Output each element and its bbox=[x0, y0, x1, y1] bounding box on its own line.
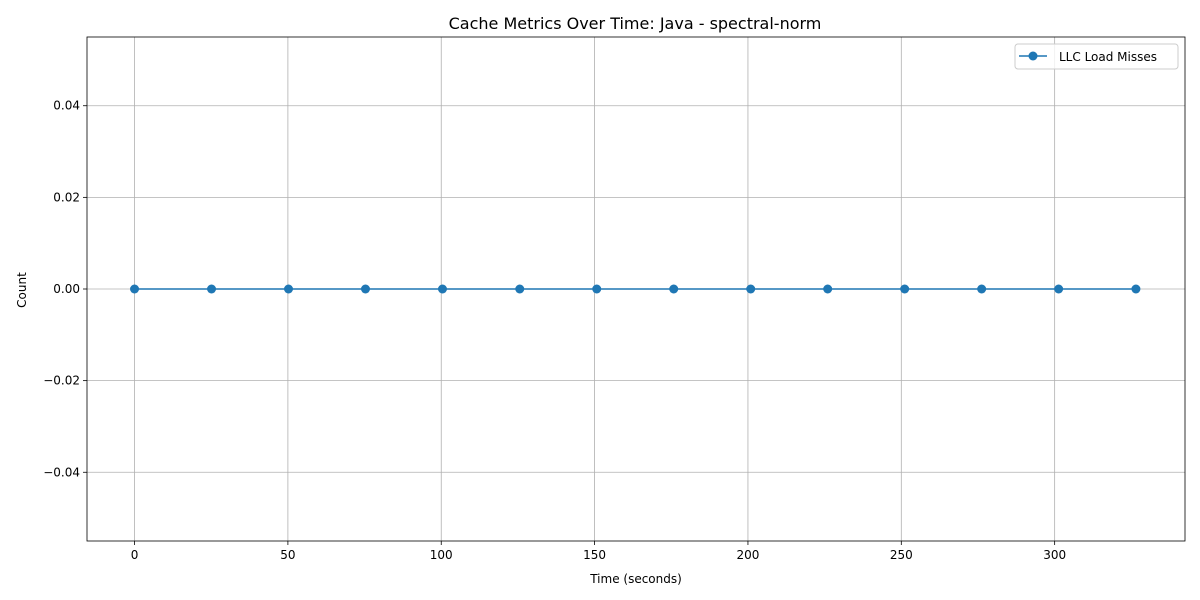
data-point bbox=[360, 284, 370, 294]
y-axis-ticks: −0.04 −0.02 0.00 0.02 0.04 bbox=[43, 99, 87, 479]
legend: LLC Load Misses bbox=[1014, 43, 1179, 70]
data-point bbox=[669, 284, 679, 294]
data-point bbox=[515, 284, 525, 294]
data-point bbox=[592, 284, 602, 294]
data-point bbox=[1131, 284, 1141, 294]
x-tick-label: 150 bbox=[583, 548, 606, 562]
y-tick-label: 0.02 bbox=[53, 190, 80, 204]
y-tick-label: 0.00 bbox=[53, 282, 80, 296]
legend-marker bbox=[1028, 51, 1038, 61]
data-point bbox=[900, 284, 910, 294]
y-axis-label: Count bbox=[15, 272, 29, 308]
x-tick-label: 50 bbox=[280, 548, 295, 562]
x-tick-label: 0 bbox=[131, 548, 139, 562]
x-axis-label: Time (seconds) bbox=[589, 572, 682, 586]
data-point bbox=[130, 284, 140, 294]
data-point bbox=[823, 284, 833, 294]
x-tick-label: 100 bbox=[430, 548, 453, 562]
y-tick-label: 0.04 bbox=[53, 99, 80, 113]
data-point bbox=[437, 284, 447, 294]
data-point bbox=[1054, 284, 1064, 294]
legend-label: LLC Load Misses bbox=[1059, 50, 1157, 64]
series bbox=[130, 284, 1141, 294]
chart-title: Cache Metrics Over Time: Java - spectral… bbox=[449, 14, 822, 33]
x-tick-label: 300 bbox=[1043, 548, 1066, 562]
data-point bbox=[977, 284, 987, 294]
y-tick-label: −0.02 bbox=[43, 374, 80, 388]
y-tick-label: −0.04 bbox=[43, 465, 80, 479]
x-axis-ticks: 0 50 100 150 200 250 300 bbox=[131, 541, 1066, 562]
legend-box bbox=[1014, 43, 1179, 70]
data-point bbox=[284, 284, 294, 294]
data-point bbox=[746, 284, 756, 294]
x-tick-label: 250 bbox=[890, 548, 913, 562]
data-point bbox=[207, 284, 217, 294]
x-tick-label: 200 bbox=[736, 548, 759, 562]
